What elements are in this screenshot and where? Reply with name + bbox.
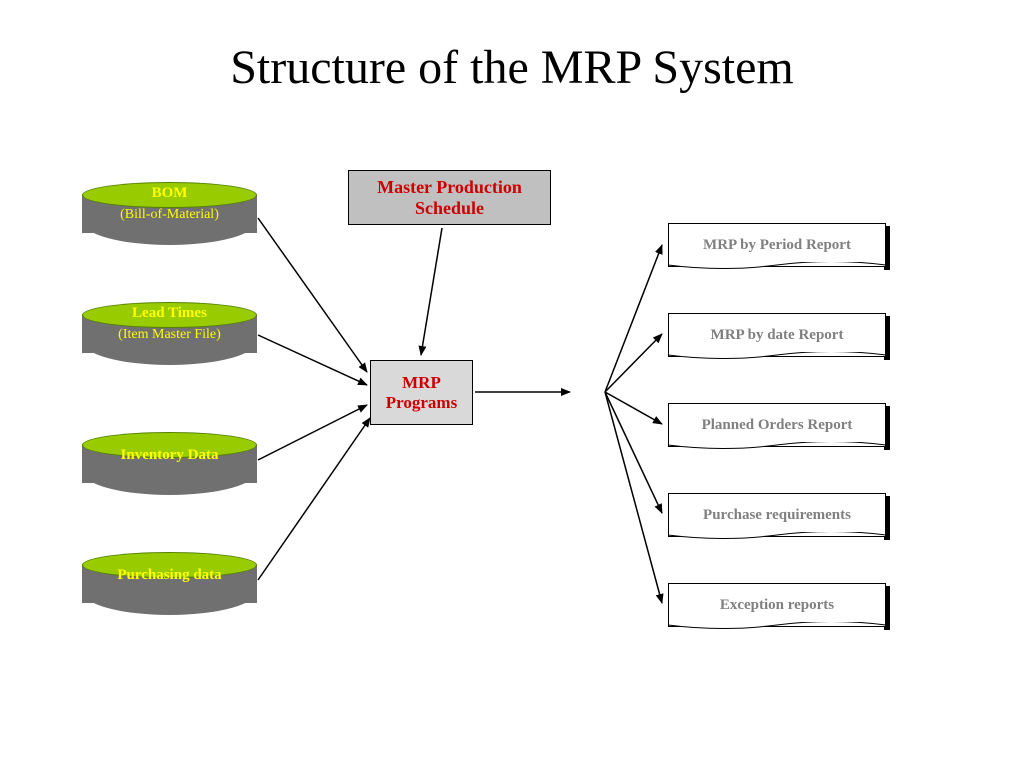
report-label: Planned Orders Report bbox=[668, 403, 886, 447]
report-label: MRP by Period Report bbox=[668, 223, 886, 267]
cylinder-label: BOM bbox=[82, 185, 257, 202]
cylinder-sublabel: (Bill-of-Material) bbox=[82, 207, 257, 223]
cylinder-purchasing: Purchasing data bbox=[82, 565, 257, 615]
mrp-line2: Programs bbox=[386, 393, 457, 413]
cylinder-label: Lead Times bbox=[82, 305, 257, 322]
report-box-2: Planned Orders Report bbox=[668, 403, 886, 447]
report-box-0: MRP by Period Report bbox=[668, 223, 886, 267]
report-box-4: Exception reports bbox=[668, 583, 886, 627]
report-label: MRP by date Report bbox=[668, 313, 886, 357]
mrp-line1: MRP bbox=[402, 373, 441, 393]
mrp-programs-box: MRP Programs bbox=[370, 360, 473, 425]
report-box-3: Purchase requirements bbox=[668, 493, 886, 537]
mps-line2: Schedule bbox=[415, 198, 484, 219]
arrows-layer bbox=[0, 0, 1024, 768]
cylinder-inventory: Inventory Data bbox=[82, 445, 257, 495]
cylinder-label: Inventory Data bbox=[82, 447, 257, 464]
mps-box: Master Production Schedule bbox=[348, 170, 551, 225]
cylinder-bom: BOM(Bill-of-Material) bbox=[82, 195, 257, 245]
report-label: Exception reports bbox=[668, 583, 886, 627]
report-box-1: MRP by date Report bbox=[668, 313, 886, 357]
cylinder-label: Purchasing data bbox=[82, 567, 257, 584]
report-label: Purchase requirements bbox=[668, 493, 886, 537]
cylinder-lead-times: Lead Times(Item Master File) bbox=[82, 315, 257, 365]
page-title: Structure of the MRP System bbox=[0, 40, 1024, 95]
mps-line1: Master Production bbox=[377, 177, 522, 198]
cylinder-sublabel: (Item Master File) bbox=[82, 327, 257, 343]
